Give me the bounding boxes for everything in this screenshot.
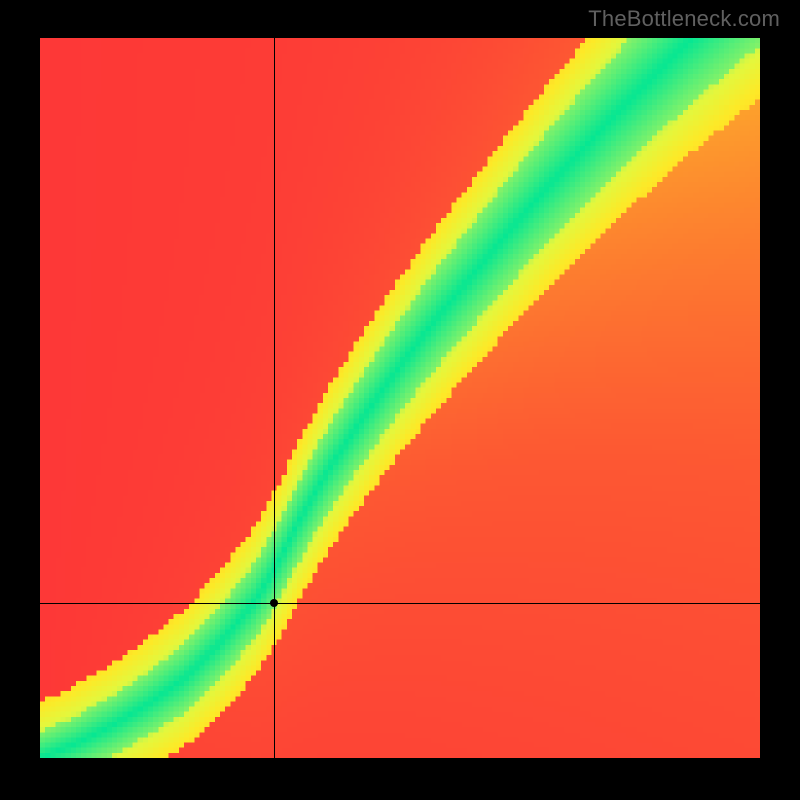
crosshair-horizontal <box>40 603 760 604</box>
chart-container: { "watermark": { "text": "TheBottleneck.… <box>0 0 800 800</box>
heatmap-canvas <box>40 38 760 758</box>
watermark-text: TheBottleneck.com <box>588 6 780 32</box>
crosshair-marker <box>270 599 278 607</box>
heatmap-plot <box>40 38 760 758</box>
crosshair-vertical <box>274 38 275 758</box>
